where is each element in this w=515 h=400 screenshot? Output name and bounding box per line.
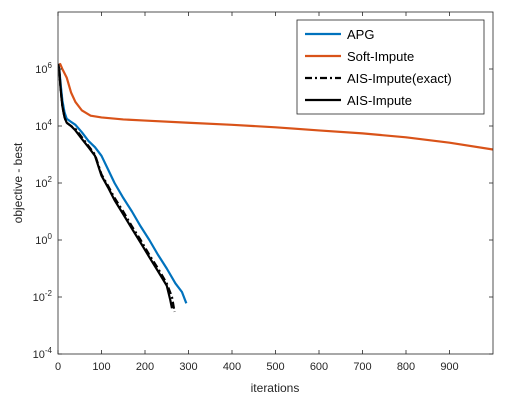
x-tick-label: 800	[397, 361, 415, 373]
y-tick-base: 10	[35, 178, 47, 190]
y-axis-label: objective - best	[11, 142, 25, 223]
y-tick-label: 100	[35, 232, 52, 247]
x-tick-label: 200	[136, 361, 154, 373]
y-tick-base: 10	[33, 349, 45, 361]
series-lines	[58, 62, 493, 313]
axis-ticks: 0 100 200 300 400 500 600 700 800 90010-410-21001…	[33, 12, 493, 373]
y-tick-label: 102	[35, 175, 52, 190]
x-axis-label: iterations	[251, 381, 300, 395]
y-tick-exponent: 2	[48, 175, 53, 184]
y-tick-label: 10-2	[33, 289, 53, 304]
y-tick-exponent: 6	[48, 61, 53, 70]
y-tick-exponent: -2	[45, 289, 53, 298]
y-tick-base: 10	[35, 64, 47, 76]
x-tick-label: 400	[223, 361, 241, 373]
legend: APG Soft-Impute AIS-Impute(exact) AIS-Imput…	[296, 19, 485, 115]
y-tick-label: 10-4	[33, 346, 53, 361]
x-tick-label: 0	[55, 361, 61, 373]
x-tick-label: 600	[310, 361, 328, 373]
x-tick-label: 100	[92, 361, 110, 373]
series-line-soft-impute	[58, 62, 493, 151]
y-tick-base: 10	[35, 235, 47, 247]
series-line-ais-impute-exact	[58, 63, 176, 313]
y-tick-base: 10	[35, 121, 47, 133]
x-tick-label: 900	[440, 361, 458, 373]
y-tick-exponent: 0	[48, 232, 53, 241]
legend-label: AIS-Impute(exact)	[347, 71, 452, 86]
x-tick-label: 700	[353, 361, 371, 373]
legend-label: AIS-Impute	[347, 93, 412, 108]
y-tick-exponent: 4	[48, 118, 53, 127]
x-tick-label: 500	[266, 361, 284, 373]
y-tick-base: 10	[33, 292, 45, 304]
y-tick-exponent: -4	[45, 346, 53, 355]
y-tick-label: 106	[35, 61, 52, 76]
x-tick-label: 300	[179, 361, 197, 373]
y-tick-label: 104	[35, 118, 52, 133]
legend-label: Soft-Impute	[347, 49, 414, 64]
legend-box	[296, 19, 485, 115]
legend-label: APG	[347, 27, 374, 42]
